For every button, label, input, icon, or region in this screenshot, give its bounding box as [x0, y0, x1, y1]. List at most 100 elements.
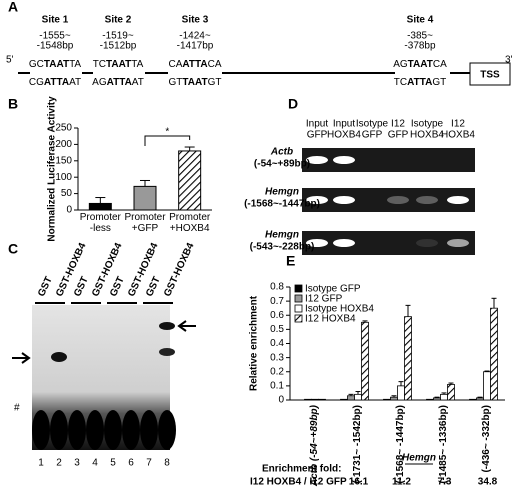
five-prime: 5' [6, 55, 14, 66]
lane-label: GST [72, 275, 91, 298]
bar [311, 398, 319, 401]
y-tick-label: 150 [55, 155, 72, 166]
column-label: Input [306, 119, 328, 130]
sequence-part: CA [208, 59, 222, 70]
bar [440, 393, 448, 401]
column-label: HOXB4 [441, 130, 475, 141]
legend-swatch [294, 284, 303, 293]
sequence-part: ATTA [182, 59, 207, 70]
sequence-part: TC [394, 77, 407, 88]
row-gene: Actb [270, 147, 293, 158]
sequence: GCTAATTA [29, 59, 82, 70]
sequence-part: TAAT [182, 77, 207, 88]
y-axis-title: Relative enrichment [249, 295, 260, 391]
panel-label: E [286, 253, 295, 269]
gel-band [333, 196, 355, 204]
lane-number: 8 [164, 458, 170, 469]
lane-number: 5 [110, 458, 116, 469]
lane-number: 1 [38, 458, 44, 469]
row-range: (-543~-228bp) [250, 242, 315, 253]
legend-label: Isotype GFP [305, 284, 361, 295]
panel-label: C [8, 241, 18, 257]
gel-band [333, 239, 355, 247]
fold-value: 16.1 [349, 477, 369, 488]
y-tick-label: 0.7 [270, 296, 284, 307]
gel-smear [32, 410, 50, 450]
x-tick-label: Promoter +HOXB4 [169, 212, 211, 234]
row-range: (-1568~-1447bp) [244, 199, 320, 210]
tss-label: TSS [480, 70, 500, 81]
sequence-part: ATTA [44, 77, 69, 88]
gel-band [387, 196, 409, 204]
sequence-part: ATTA [107, 77, 132, 88]
y-tick-label: 200 [55, 139, 72, 150]
bar [347, 395, 355, 401]
y-tick-label: 0.1 [270, 381, 284, 392]
sequence-part: TA [69, 59, 81, 70]
row-gene: Hemgn [265, 187, 299, 198]
gel-band [306, 156, 328, 164]
gel-band [447, 196, 469, 204]
column-label: Isotype [356, 119, 389, 130]
y-tick-label: 0 [278, 395, 284, 406]
row-range: (-54~+89bp) [254, 159, 310, 170]
y-tick-label: 0.2 [270, 366, 284, 377]
sequence: GTTAATGT [169, 77, 222, 88]
sequence: CAATTACA [169, 59, 222, 70]
sequence-part: AT [69, 77, 81, 88]
group-label: Hemgn [402, 453, 436, 464]
lane-label: GST-HOXB4 [162, 241, 197, 298]
bar [88, 202, 112, 211]
legend-label: I12 HOXB4 [305, 314, 356, 325]
sequence-part: GC [29, 59, 44, 70]
marker: # [14, 403, 20, 414]
gel-band [416, 239, 438, 247]
gel-smear [158, 410, 176, 450]
column-label: GFP [307, 130, 328, 141]
bar [383, 398, 391, 401]
sequence-part: TA [131, 59, 143, 70]
lane-label: GST [144, 275, 163, 298]
site-range: -1555~ [39, 31, 71, 42]
bar [340, 398, 348, 401]
legend-swatch [294, 294, 303, 303]
site-range: -378bp [404, 41, 436, 52]
gel-smear [50, 410, 68, 450]
legend-swatch [294, 314, 303, 323]
fold-title: Enrichment fold: [262, 464, 341, 475]
gel-band [447, 239, 469, 247]
gel-smear [86, 410, 104, 450]
y-tick-label: 50 [61, 188, 73, 199]
bar [483, 371, 491, 401]
column-label: I12 [451, 119, 465, 130]
site-name: Site 4 [407, 15, 434, 26]
lane-number: 6 [128, 458, 134, 469]
gel-smear [140, 410, 158, 450]
column-label: HOXB4 [410, 130, 444, 141]
column-label: HOXB4 [327, 130, 361, 141]
x-tick-label: Promoter -less [79, 212, 121, 234]
sequence-part: GT [169, 77, 183, 88]
y-tick-label: 0.6 [270, 310, 284, 321]
significance-bracket [144, 135, 191, 146]
arrow [12, 352, 31, 364]
y-tick-label: 0.8 [270, 282, 284, 293]
site-range: -1417bp [177, 41, 214, 52]
significance: * [165, 127, 169, 138]
site-name: Site 2 [105, 15, 132, 26]
sequence-part: TAAT [408, 59, 433, 70]
sequence-part: GT [208, 77, 222, 88]
y-tick-label: 0.3 [270, 352, 284, 363]
y-tick-label: 0.5 [270, 324, 284, 335]
gel-smear [68, 410, 86, 450]
gel-band [51, 352, 67, 362]
gel-band [159, 322, 175, 330]
sequence-part: TC [93, 59, 106, 70]
y-tick-label: 0 [66, 205, 72, 216]
fold-value: 11.2 [392, 477, 411, 488]
column-label: GFP [388, 130, 409, 141]
sequence-part: CA [433, 59, 447, 70]
bar [133, 185, 157, 211]
legend-label: I12 GFP [305, 294, 343, 305]
